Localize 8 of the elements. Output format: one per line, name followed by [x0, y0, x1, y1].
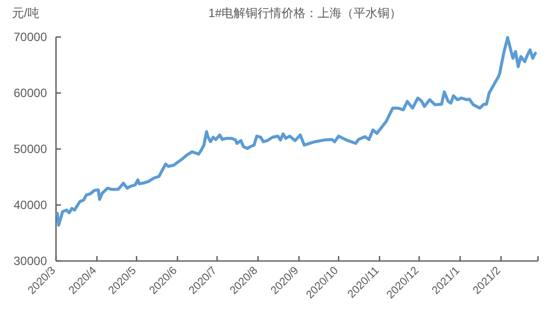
y-tick-label: 50000 [14, 142, 48, 156]
chart-title: 1#电解铜行情价格：上海（平水铜） [208, 6, 402, 20]
line-series [56, 36, 537, 227]
y-tick-label: 30000 [14, 254, 48, 268]
y-tick-label: 40000 [14, 198, 48, 212]
y-tick-label: 60000 [14, 86, 48, 100]
y-axis-title: 元/吨 [12, 6, 40, 20]
y-tick-label: 70000 [14, 30, 48, 44]
